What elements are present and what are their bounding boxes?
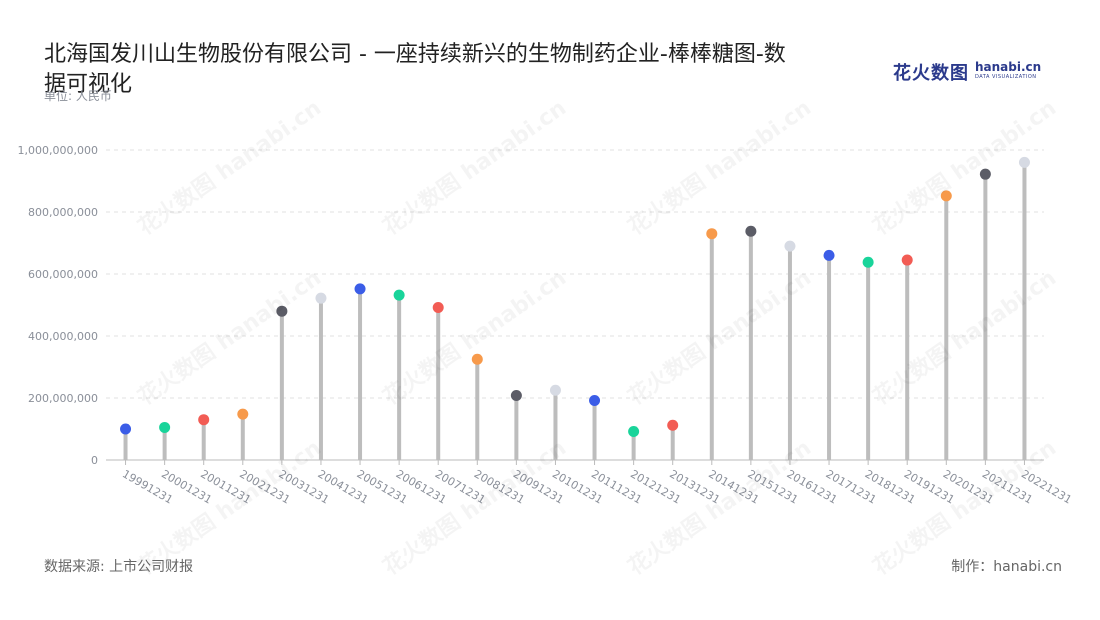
lollipop-dot	[159, 421, 171, 433]
lollipop-dot	[979, 168, 991, 180]
lollipop-dot	[784, 240, 796, 252]
y-tick-label: 0	[91, 454, 98, 467]
lollipop-dot	[549, 384, 561, 396]
lollipop-dot	[276, 305, 288, 317]
lollipop-dot	[862, 256, 874, 268]
y-tick-label: 800,000,000	[28, 206, 98, 219]
grid-layer	[106, 149, 1044, 461]
lollipop-dot	[237, 408, 249, 420]
brand-logo[interactable]: 花火数图 hanabi.cn DATA VISUALIZATION	[893, 60, 1041, 84]
lollipop-dot	[510, 390, 522, 402]
y-tick-label: 600,000,000	[28, 268, 98, 281]
lollipop-dot	[1018, 156, 1030, 168]
chart-title: 北海国发川山生物股份有限公司 - 一座持续新兴的生物制药企业-棒棒糖图-数据可视…	[44, 42, 786, 97]
x-axis: 1999123120001231200112312002123120031231…	[120, 460, 1074, 507]
lollipop-dot	[315, 292, 327, 304]
lollipop-dot	[667, 419, 679, 431]
y-axis: 0 200,000,000 400,000,000 600,000,000 800,00…	[18, 144, 98, 467]
logo-en-block: hanabi.cn DATA VISUALIZATION	[975, 60, 1042, 82]
lollipop-dot	[706, 228, 718, 240]
y-tick-label: 1,000,000,000	[18, 144, 98, 157]
y-tick-label: 400,000,000	[28, 330, 98, 343]
lollipop-dot	[628, 425, 640, 437]
sticks-layer	[123, 162, 1027, 460]
data-source: 数据来源: 上市公司财报	[44, 559, 194, 575]
unit-label: 单位: 人民币	[44, 89, 112, 103]
lollipop-dot	[354, 283, 366, 295]
lollipop-dot	[940, 190, 952, 202]
lollipop-dot	[823, 249, 835, 261]
lollipop-dot	[198, 414, 210, 426]
logo-en-sub: DATA VISUALIZATION	[975, 74, 1037, 80]
lollipop-dot	[432, 301, 444, 313]
lollipop-dot	[120, 423, 132, 435]
logo-cn-text: 花火数图	[893, 63, 969, 84]
lollipop-dot	[393, 289, 405, 301]
credit-label: 制作：hanabi.cn	[951, 559, 1062, 575]
lollipop-dot	[589, 394, 601, 406]
lollipop-dot	[901, 254, 913, 266]
dots-layer	[120, 156, 1030, 437]
logo-en-text: hanabi.cn	[975, 60, 1042, 74]
lollipop-dot	[471, 353, 483, 365]
y-tick-label: 200,000,000	[28, 392, 98, 405]
lollipop-dot	[745, 225, 757, 237]
